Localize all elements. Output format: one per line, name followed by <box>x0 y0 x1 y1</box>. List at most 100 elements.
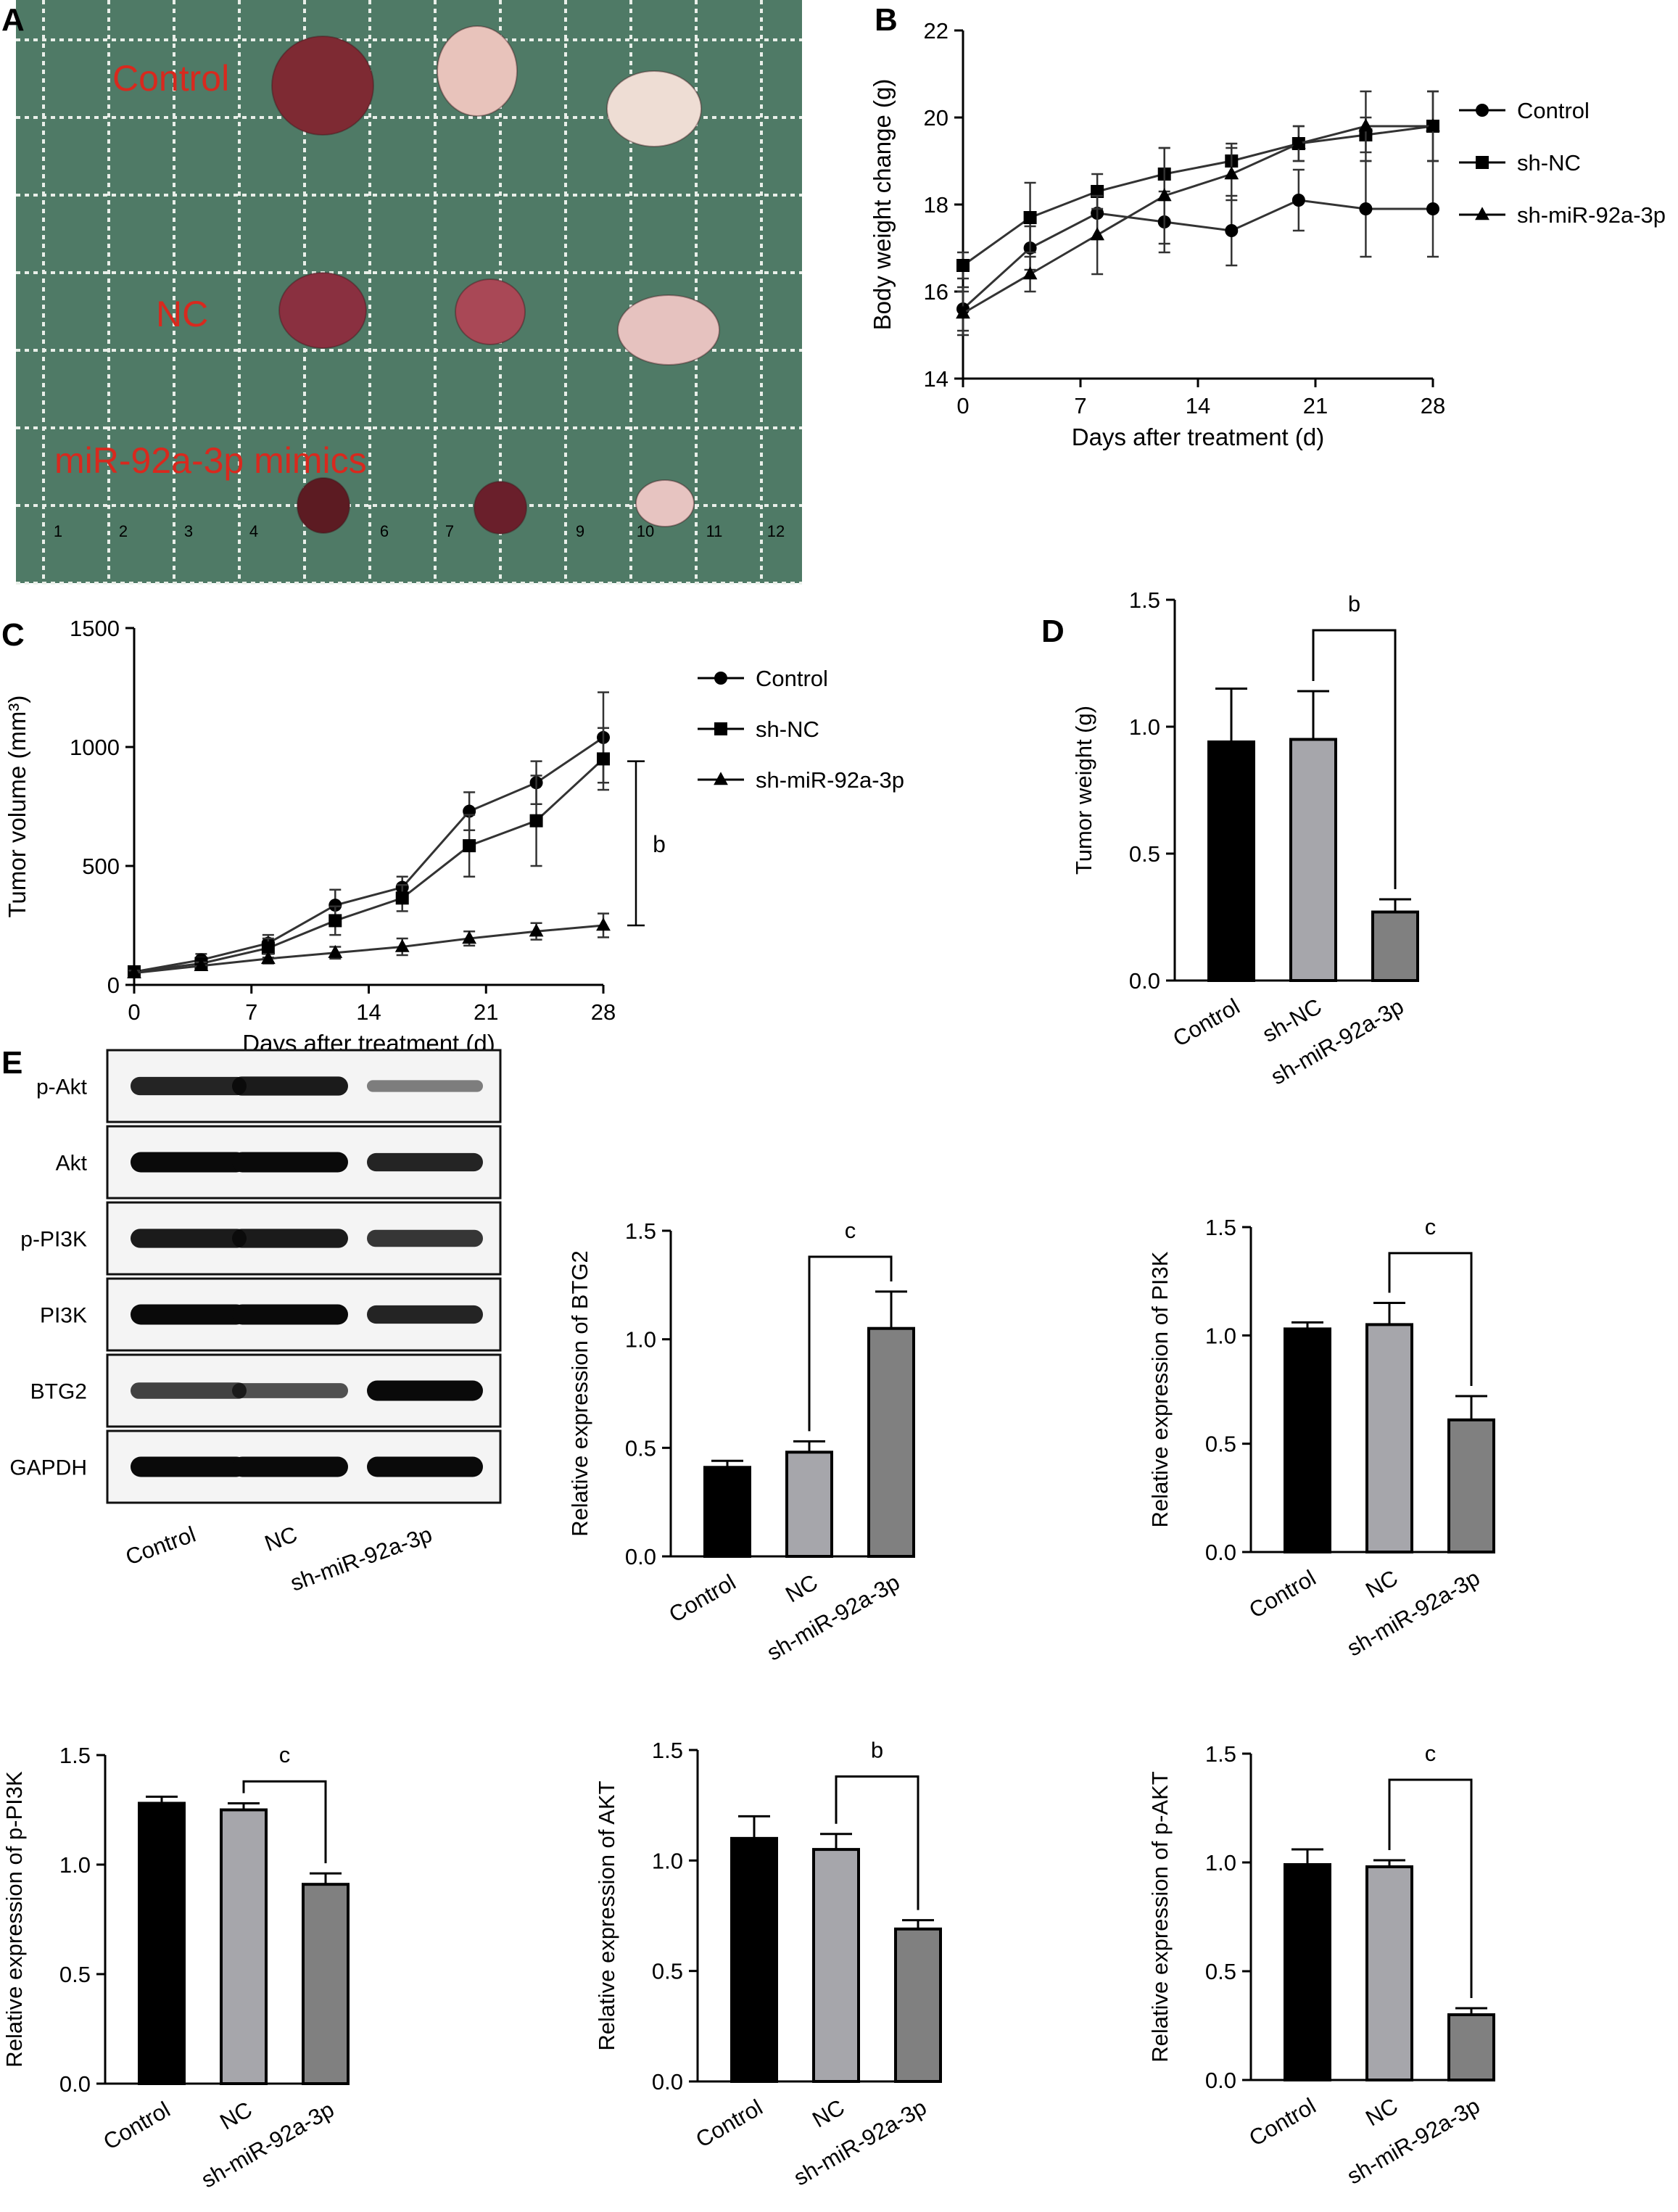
y-axis-label: Tumor weight (g) <box>1071 706 1096 875</box>
x-tick-label: NC <box>1361 2093 1402 2131</box>
panel-letter-e: E <box>1 1045 22 1081</box>
data-point <box>529 923 544 937</box>
y-tick-label: 0.5 <box>652 1959 683 1984</box>
y-tick-label: 1.0 <box>1205 1850 1236 1875</box>
chart-p-pi3k-expression: 0.0 0.5 1.0 1.5 Relative expression of p-PI3… <box>1 1742 350 2193</box>
data-point <box>260 951 276 965</box>
y-tick-label: 1.0 <box>625 1327 656 1353</box>
blot-band <box>131 1076 247 1096</box>
blot-band <box>232 1383 348 1398</box>
legend-marker <box>1475 207 1489 220</box>
x-tick-label: Control <box>1168 994 1244 1052</box>
blot-lane-label: Control <box>123 1522 199 1570</box>
data-point <box>395 891 409 905</box>
photo-label-control: Control <box>112 58 229 99</box>
y-tick-label: 1.0 <box>1129 714 1160 740</box>
legend-label: sh-miR-92a-3p <box>756 767 904 793</box>
legend-marker <box>714 722 727 735</box>
chart-akt-expression: 0.0 0.5 1.0 1.5 Relative expression of AKT Co… <box>594 1738 942 2191</box>
bar <box>812 1848 860 2084</box>
series-line <box>133 736 604 973</box>
western-blot: p-Akt Akt p-PI3K PI3K BTG2 GAPDH Control NCsh-m… <box>9 1049 502 1596</box>
legend-label: sh-miR-92a-3p <box>1517 202 1666 228</box>
y-axis-label: Relative expression of PI3K <box>1147 1251 1173 1527</box>
y-tick-label: 20 <box>924 105 948 131</box>
series-line <box>962 125 1434 267</box>
data-point <box>463 839 476 853</box>
ruler-number: 6 <box>380 522 389 540</box>
y-tick-label: 1.0 <box>59 1852 91 1878</box>
data-point <box>328 914 342 928</box>
x-tick-label: Control <box>99 2097 174 2155</box>
y-axis-label: Tumor volume (mm³) <box>4 696 30 918</box>
significance-bracket <box>808 1255 893 1432</box>
y-tick-label: 0.5 <box>1129 841 1160 867</box>
blot-band <box>367 1380 483 1401</box>
bar <box>302 1883 350 2085</box>
blot-band <box>367 1152 483 1172</box>
ruler-number: 9 <box>576 522 584 540</box>
x-axis-label: Days after treatment (d) <box>1072 424 1324 450</box>
ruler-number: 2 <box>119 522 128 540</box>
panel-letter-c: C <box>1 617 25 653</box>
significance-bracket <box>1388 1778 1473 1998</box>
x-tick-label: 21 <box>474 999 498 1025</box>
ruler-number: 11 <box>706 522 723 540</box>
ruler-number: 7 <box>445 522 454 540</box>
x-tick-label: 0 <box>128 999 140 1025</box>
data-point <box>529 814 543 828</box>
chart-body-weight: 14 16 18 20 22 0 7 14 21 28 Days after treatment (… <box>869 18 1666 450</box>
y-tick-label: 16 <box>924 279 948 305</box>
blot-band <box>232 1229 348 1248</box>
x-tick-label: 14 <box>1186 393 1210 418</box>
y-tick-label: 0.0 <box>652 2069 683 2095</box>
tumor-nc-2 <box>455 278 526 345</box>
y-tick-label: 0.0 <box>1205 2068 1236 2093</box>
x-tick-label: 28 <box>591 999 616 1025</box>
ruler-number: 10 <box>637 522 654 540</box>
y-tick-label: 0.5 <box>1205 1432 1236 1457</box>
x-tick-label: Control <box>691 2095 766 2153</box>
y-tick-label: 500 <box>82 854 120 879</box>
y-tick-label: 0 <box>107 973 120 998</box>
chart-p-akt-expression: 0.0 0.5 1.0 1.5 Relative expression of p-AKT… <box>1147 1741 1495 2190</box>
y-tick-label: 0.5 <box>1205 1959 1236 1984</box>
y-axis-label: Relative expression of p-AKT <box>1147 1771 1173 2063</box>
legend-marker <box>714 772 728 785</box>
significance-bracket <box>242 1780 327 1864</box>
panel-a-photo: 1 2 3 4 6 7 9 10 11 12 Control NC miR-92a-3p mimi… <box>16 0 802 585</box>
x-tick-label: 28 <box>1421 393 1445 418</box>
data-point <box>1225 224 1239 237</box>
bar <box>1447 1418 1495 1554</box>
blot-band <box>232 1456 348 1477</box>
chart-pi3k-expression: 0.0 0.5 1.0 1.5 Relative expression of PI3K C… <box>1147 1214 1495 1662</box>
blot-band <box>367 1080 483 1092</box>
significance-label: c <box>1425 1214 1437 1239</box>
bar <box>1284 1327 1331 1553</box>
x-tick-label: 0 <box>956 393 969 418</box>
tumor-control-2 <box>437 25 518 117</box>
bar <box>138 1802 186 2085</box>
y-tick-label: 0.0 <box>59 2071 91 2097</box>
ruler-number: 3 <box>184 522 193 540</box>
y-tick-label: 1500 <box>70 616 120 641</box>
tumor-nc-3 <box>617 294 720 366</box>
blot-band <box>131 1229 247 1248</box>
blot-band <box>131 1152 247 1173</box>
bar <box>1289 738 1337 982</box>
bar <box>1284 1863 1331 2081</box>
x-tick-label: 7 <box>1074 393 1086 418</box>
y-tick-label: 1000 <box>70 735 120 760</box>
blot-row-label: BTG2 <box>30 1380 87 1404</box>
data-point <box>1090 227 1105 241</box>
photo-tumors <box>271 25 720 535</box>
series-line <box>133 758 605 973</box>
photo-label-nc: NC <box>156 294 208 334</box>
blot-row-label: p-Akt <box>36 1076 88 1099</box>
bar <box>703 1466 751 1558</box>
photo-ruler-numbers: 1 2 3 4 6 7 9 10 11 12 <box>54 522 785 540</box>
y-axis-label: Relative expression of AKT <box>594 1780 619 2050</box>
ruler-number: 12 <box>767 522 785 540</box>
